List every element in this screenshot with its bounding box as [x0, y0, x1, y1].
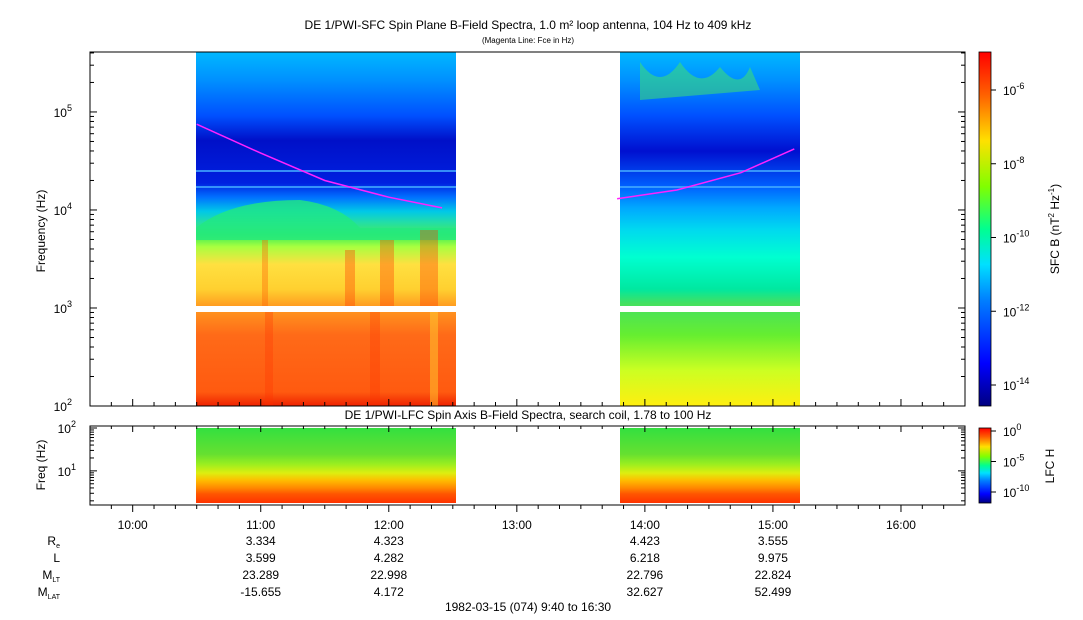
- ephemeris-value: 9.975: [758, 551, 788, 565]
- ephemeris-value: 22.796: [627, 568, 664, 582]
- ephemeris-value: 4.282: [374, 551, 404, 565]
- colorbar-tick-label: 10-10: [1003, 229, 1029, 246]
- bottom-y-axis: 101 102: [58, 419, 965, 502]
- top-panel-title: DE 1/PWI-SFC Spin Plane B-Field Spectra,…: [305, 18, 752, 32]
- emission-patches: [640, 62, 760, 100]
- ephemeris-row-label: MLT: [42, 568, 60, 584]
- colorbar-tick-label: 10-8: [1003, 155, 1024, 172]
- colorbar-tick-label: 10-12: [1003, 302, 1029, 319]
- colorbar-tick-label: 100: [1003, 422, 1021, 439]
- time-tick-label: 15:00: [758, 518, 788, 532]
- time-tick-label: 11:00: [246, 518, 275, 532]
- ephemeris-value: 22.998: [370, 568, 407, 582]
- time-tick-label: 13:00: [502, 518, 532, 532]
- top-y-axis: 102 103 104 105: [54, 52, 965, 414]
- ephemeris-value: 32.627: [627, 585, 664, 599]
- ephemeris-row-label: Re: [47, 534, 60, 550]
- top-colorbar-ticks: 10-6 10-8 10-10 10-12 10-14: [991, 81, 1029, 393]
- top-colorbar: [978, 51, 992, 407]
- time-tick-label: 12:00: [374, 518, 404, 532]
- top-segment-2: [620, 52, 800, 406]
- bottom-panel-title: DE 1/PWI-LFC Spin Axis B-Field Spectra, …: [345, 408, 712, 422]
- top-y-axis-label: Frequency (Hz): [34, 190, 48, 273]
- bottom-segment-2-spectrum: [620, 428, 800, 503]
- interference-line: [196, 170, 456, 172]
- top-colorbar-label: SFC B (nT2 Hz-1): [1047, 184, 1062, 274]
- bottom-y-axis-label: Freq (Hz): [34, 440, 48, 491]
- bottom-y-tick-label: 102: [58, 419, 76, 436]
- time-tick-label: 10:00: [118, 518, 148, 532]
- fce-line-segment-1: [196, 123, 443, 209]
- interference-line: [620, 186, 800, 188]
- top-plot-frame: [89, 51, 966, 407]
- colorbar-tick-label: 10-10: [1003, 483, 1029, 500]
- streak: [345, 250, 355, 310]
- ephemeris-value: 4.172: [374, 585, 404, 599]
- top-y-tick-label: 102: [54, 397, 72, 414]
- data-gap-1khz: [196, 306, 801, 312]
- ephemeris-value: 52.499: [755, 585, 792, 599]
- emission-band-green: [196, 200, 456, 240]
- ephemeris-value: 23.289: [242, 568, 279, 582]
- streak: [430, 310, 438, 406]
- top-y-tick-label: 103: [54, 299, 72, 316]
- time-tick-label: 16:00: [886, 518, 916, 532]
- ephemeris-value: 3.555: [758, 534, 788, 548]
- top-y-tick-label: 105: [54, 103, 72, 120]
- ephemeris-value: 3.334: [246, 534, 276, 548]
- streak: [420, 230, 438, 310]
- bottom-segment-1-spectrum: [196, 428, 456, 503]
- streak: [265, 310, 273, 406]
- ephemeris-value: 4.323: [374, 534, 404, 548]
- interference-line: [620, 170, 800, 172]
- streak: [370, 310, 380, 406]
- ephemeris-value: -15.655: [240, 585, 281, 599]
- streak: [262, 240, 268, 310]
- ephemeris-value: 22.824: [755, 568, 792, 582]
- bottom-colorbar-label: LFC H: [1043, 449, 1057, 484]
- colorbar-tick-label: 10-5: [1003, 453, 1024, 470]
- top-panel-subtitle: (Magenta Line: Fce in Hz): [482, 36, 574, 45]
- bottom-y-tick-label: 101: [58, 462, 76, 479]
- top-segment-2-spectrum: [620, 52, 800, 406]
- fce-line-segment-2: [616, 148, 795, 200]
- top-y-tick-label: 104: [54, 201, 72, 218]
- footer-date-range: 1982-03-15 (074) 9:40 to 16:30: [445, 600, 611, 614]
- ephemeris-value: 3.599: [246, 551, 276, 565]
- time-axis: 10:00 11:00 12:00 13:00 14:00 15:00 16:00: [110, 399, 945, 532]
- bottom-colorbar: [978, 427, 992, 504]
- ephemeris-value: 6.218: [630, 551, 660, 565]
- interference-line: [196, 186, 456, 188]
- top-segment-1: [196, 52, 456, 406]
- colorbar-tick-label: 10-6: [1003, 81, 1024, 98]
- ephemeris-table: Re 3.334 4.323 4.423 3.555 L 3.599 4.282 6.218 9.…: [38, 534, 792, 601]
- bottom-colorbar-ticks: 100 10-5 10-10: [991, 422, 1029, 500]
- ephemeris-row-label: MLAT: [38, 585, 61, 601]
- time-tick-label: 14:00: [630, 518, 660, 532]
- colorbar-tick-label: 10-14: [1003, 376, 1029, 393]
- ephemeris-row-label: L: [53, 551, 60, 565]
- streak: [380, 240, 394, 310]
- ephemeris-value: 4.423: [630, 534, 660, 548]
